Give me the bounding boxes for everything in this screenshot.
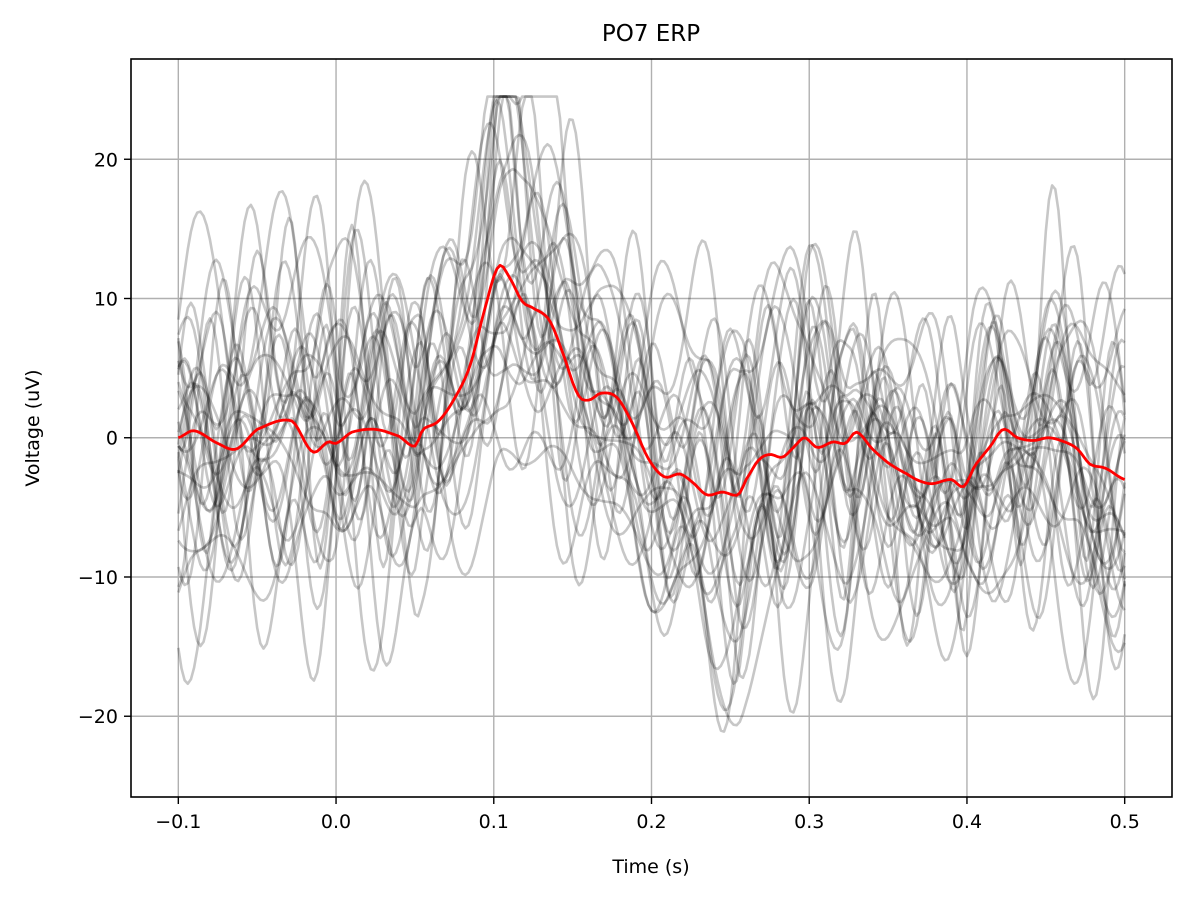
trial-trace [177,190,1126,586]
trial-trace [177,95,1126,587]
x-tick-label: 0.4 [952,811,982,833]
y-tick-label: −10 [78,567,118,589]
x-axis-label: Time (s) [611,856,689,878]
y-axis-label: Voltage (uV) [22,369,44,486]
trial-trace [177,202,1126,605]
trial-trace [177,258,1126,573]
trial-trace [177,284,1126,654]
x-tick-label: 0.3 [794,811,824,833]
x-tick-label: 0.2 [636,811,666,833]
trial-trace [177,241,1126,671]
trial-trace [177,159,1126,638]
y-tick-label: 0 [106,428,118,450]
trial-trace [177,95,1126,596]
chart-title: PO7 ERP [602,21,700,47]
trial-trace [177,258,1126,608]
grid [131,59,1172,797]
average-trace-group [177,263,1126,497]
trial-trace [177,232,1126,671]
trial-trace [177,230,1126,619]
y-tick-label: 10 [94,289,118,311]
trial-trace [177,99,1126,590]
axis-ticks: −0.1 0.0 0.1 0.2 0.3 0.4 0.5 −20 −10 0 10 20 [78,149,1140,833]
x-tick-label: 0.5 [1110,811,1140,833]
y-tick-label: 20 [94,149,118,171]
average-trace [177,263,1126,497]
y-tick-label: −20 [78,706,118,728]
trial-trace [177,167,1126,610]
trial-trace [177,95,1126,712]
trial-trace [177,275,1126,685]
trial-trace [177,95,1126,549]
trial-trace [177,272,1126,727]
trial-trace [177,179,1126,611]
trial-trace [177,95,1126,701]
trial-trace [177,133,1126,662]
trial-trace [177,142,1126,614]
x-tick-label: 0.1 [479,811,509,833]
trial-trace [177,121,1126,620]
trial-trace [177,95,1126,685]
trial-trace [177,194,1126,618]
x-tick-label: 0.0 [321,811,351,833]
x-tick-label: −0.1 [155,811,201,833]
